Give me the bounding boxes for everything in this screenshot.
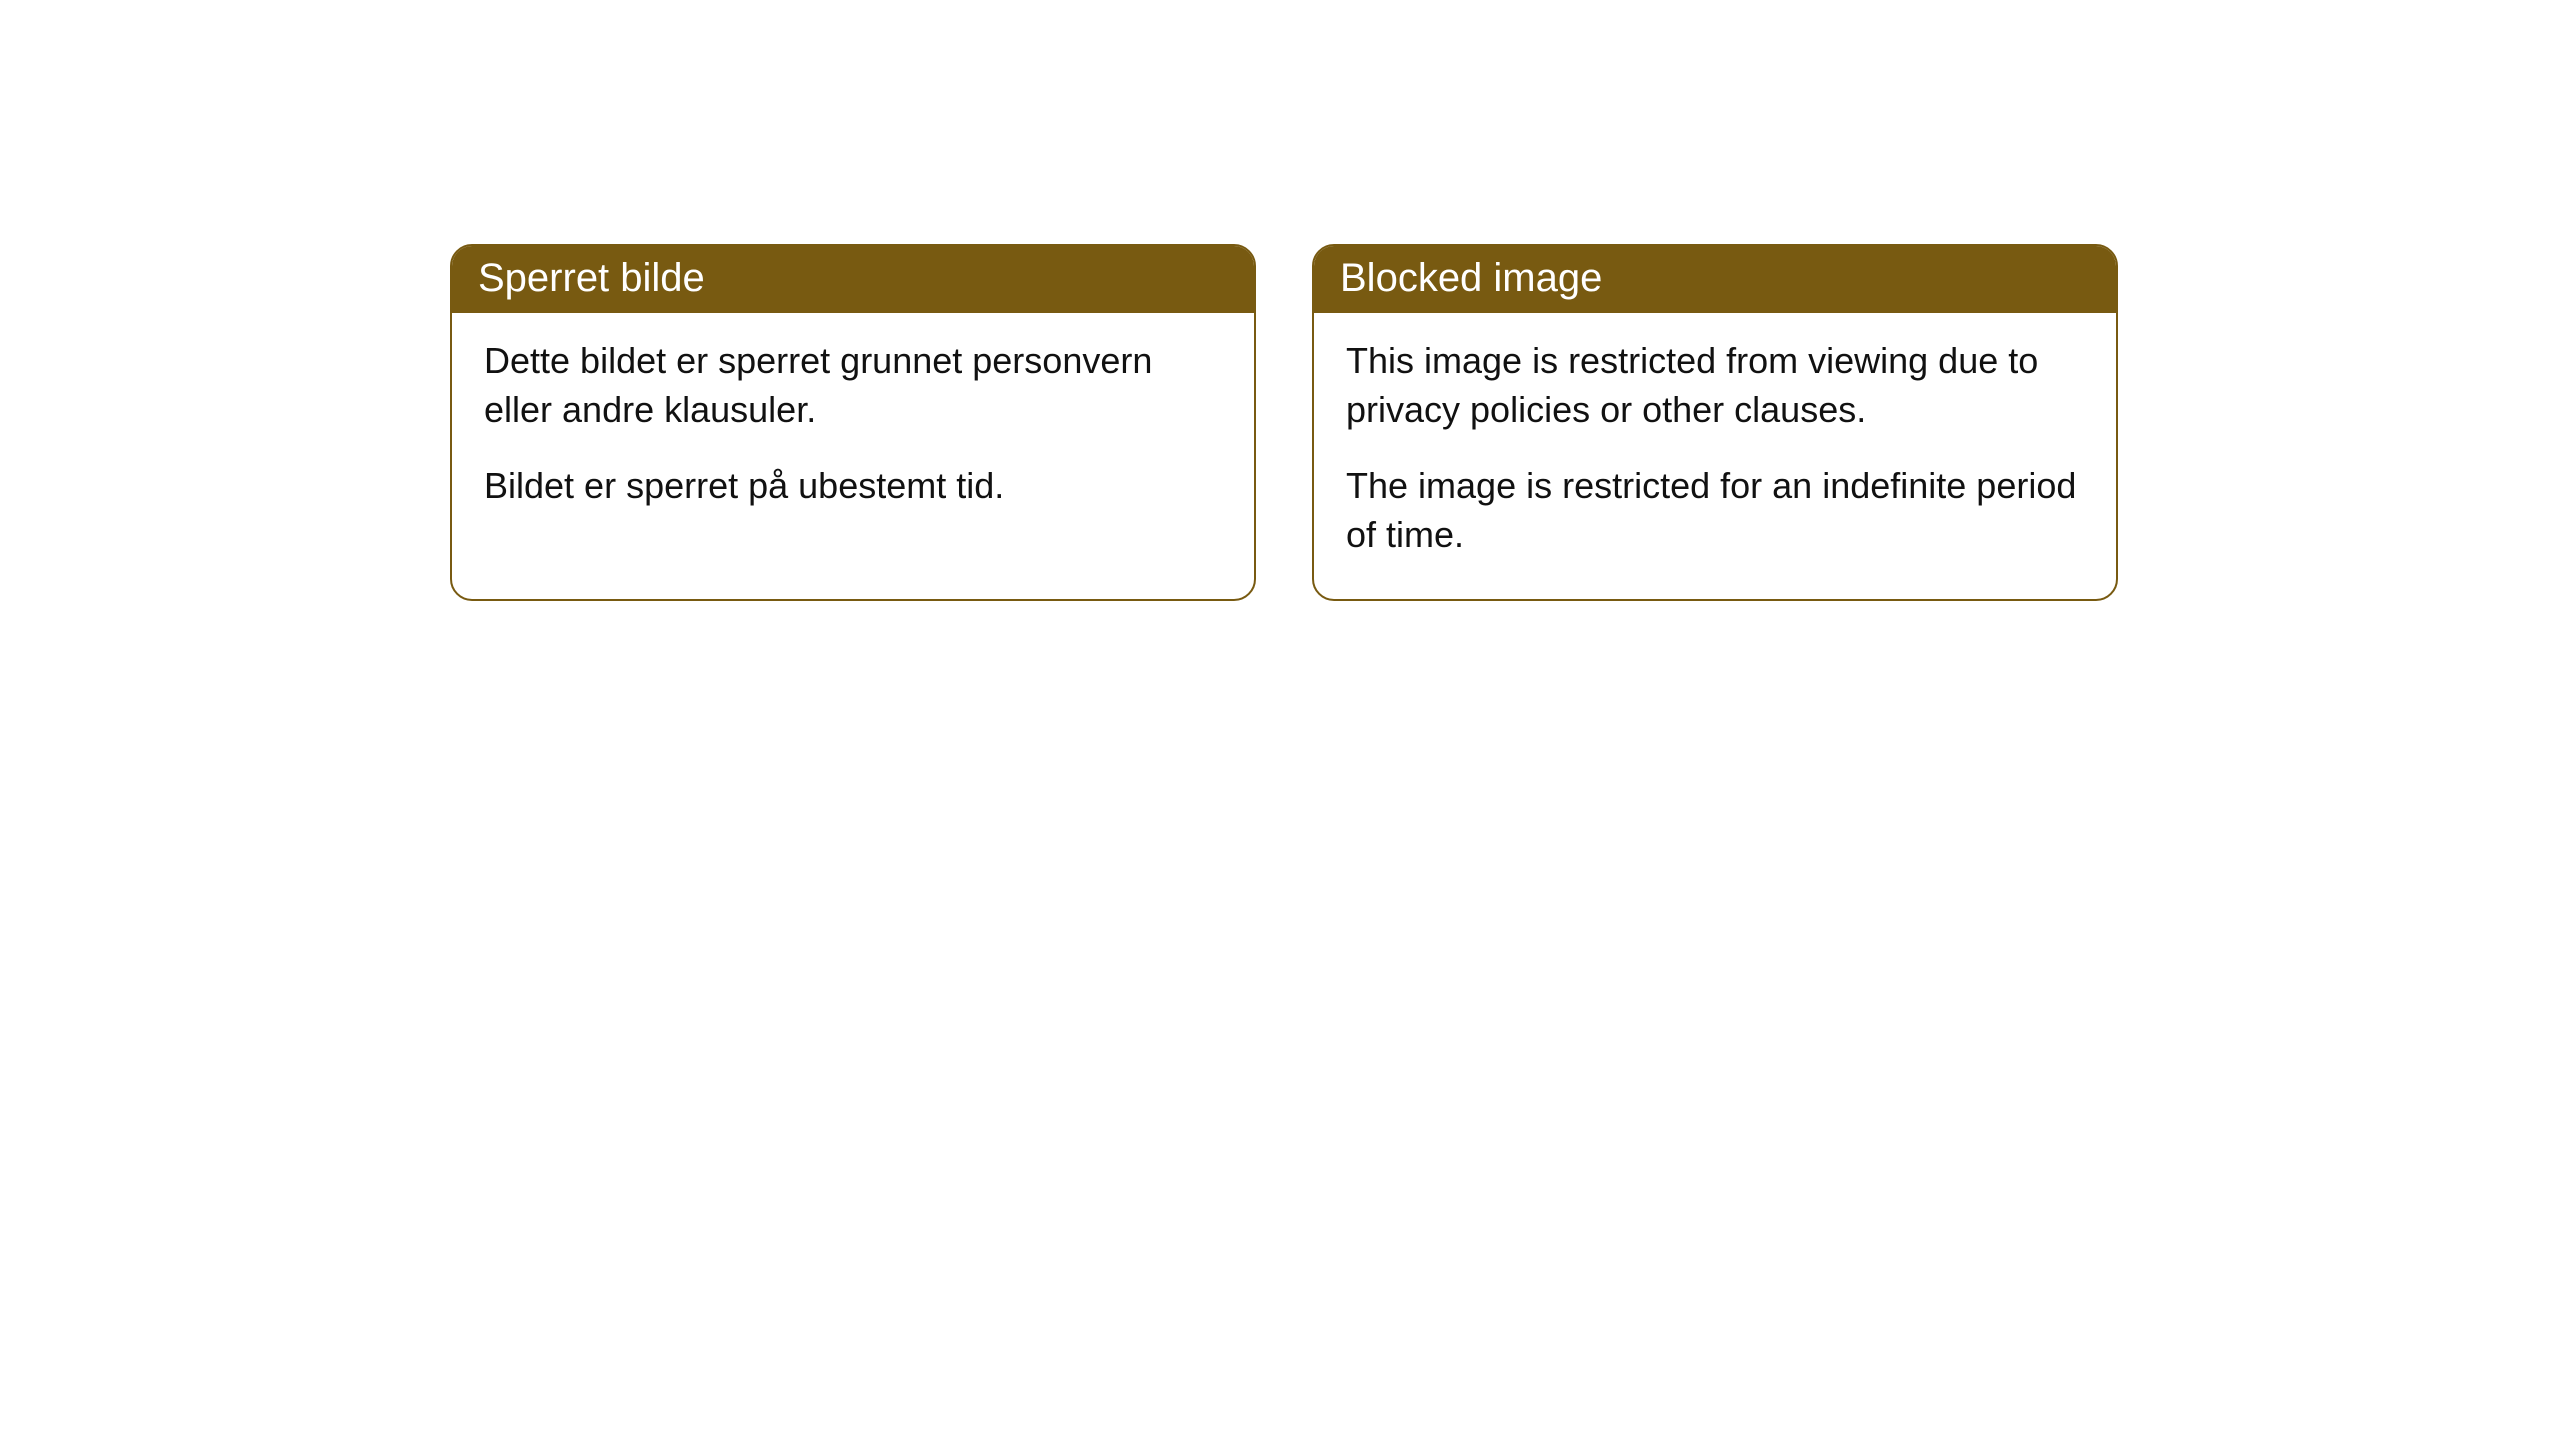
card-paragraph: This image is restricted from viewing du… (1346, 337, 2084, 434)
card-header-en: Blocked image (1314, 246, 2116, 313)
card-paragraph: Dette bildet er sperret grunnet personve… (484, 337, 1222, 434)
card-body-no: Dette bildet er sperret grunnet personve… (452, 313, 1254, 551)
blocked-image-card-en: Blocked image This image is restricted f… (1312, 244, 2118, 601)
card-body-en: This image is restricted from viewing du… (1314, 313, 2116, 599)
card-paragraph: The image is restricted for an indefinit… (1346, 462, 2084, 559)
card-container: Sperret bilde Dette bildet er sperret gr… (450, 244, 2560, 601)
card-paragraph: Bildet er sperret på ubestemt tid. (484, 462, 1222, 511)
card-header-no: Sperret bilde (452, 246, 1254, 313)
blocked-image-card-no: Sperret bilde Dette bildet er sperret gr… (450, 244, 1256, 601)
